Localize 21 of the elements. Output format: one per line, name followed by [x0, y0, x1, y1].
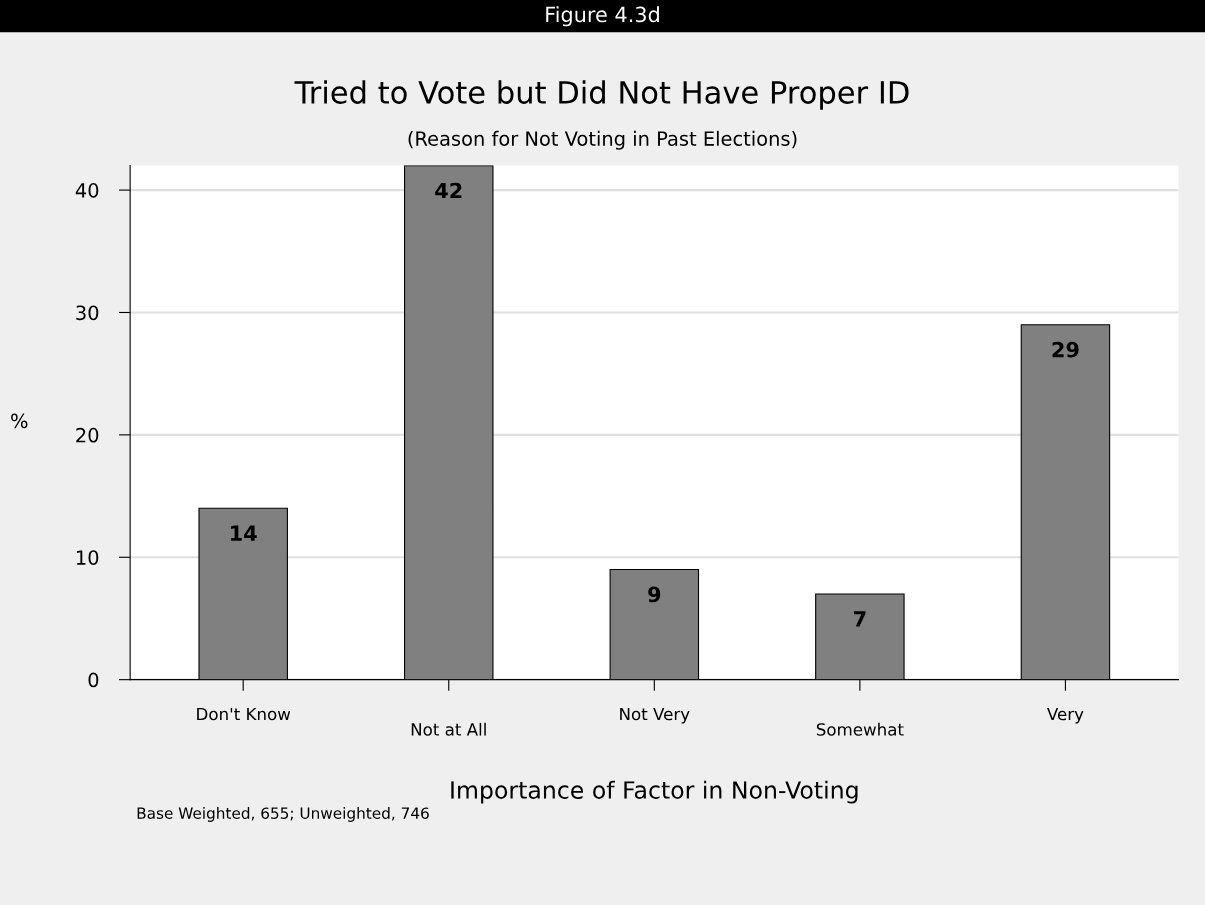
- x-tick-label: Not at All: [411, 722, 486, 736]
- data-label: 14: [231, 525, 257, 541]
- caption: Figure 4.3d: [546, 6, 659, 27]
- chart-subtitle: (Reason for Not Voting in Past Elections): [408, 130, 797, 150]
- x-tick-label: Don't Know: [197, 707, 291, 721]
- x-tick-label: Not Very: [620, 707, 690, 724]
- y-tick-label: 0: [88, 672, 99, 688]
- x-tick-label: Somewhat: [816, 722, 904, 736]
- x-tick-label: Very: [1047, 707, 1084, 724]
- chart-title: Tried to Vote but Did Not Have Proper ID: [294, 80, 909, 110]
- data-label: 29: [1052, 341, 1079, 358]
- data-label: 42: [435, 182, 462, 199]
- y-tick-label: 20: [76, 427, 99, 443]
- data-label: 7: [854, 611, 866, 627]
- text: Base Weighted, 655; Unweighted, 746: [137, 807, 429, 822]
- x-axis-title: Importance of Factor in Non-Voting: [451, 780, 858, 804]
- y-axis-title: %: [11, 413, 28, 429]
- y-tick-label: 10: [76, 550, 99, 565]
- data-label: 9: [648, 586, 661, 603]
- y-tick-label: 40: [75, 183, 99, 198]
- y-tick-label: 30: [76, 305, 99, 321]
